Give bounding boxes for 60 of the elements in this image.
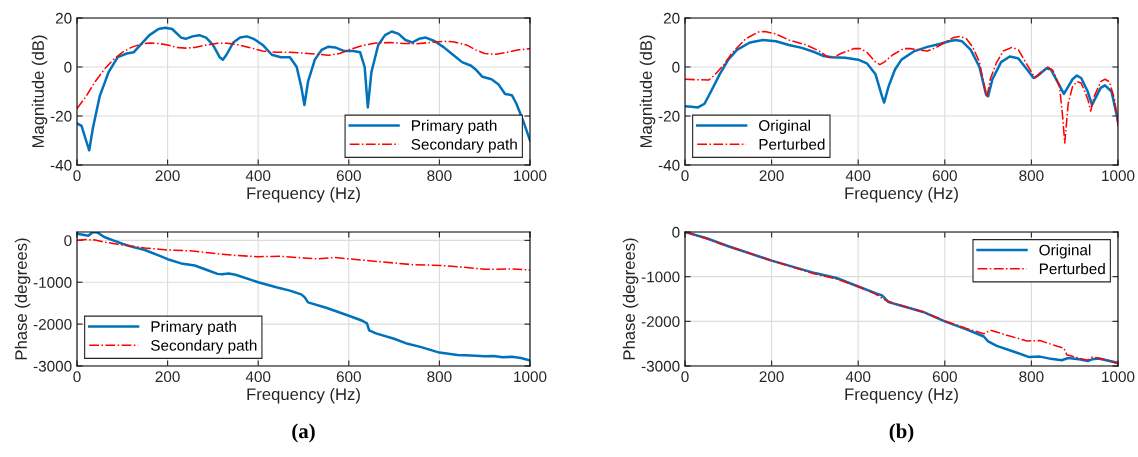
- y-tick-label: -40: [50, 159, 72, 171]
- x-tick-label: 600: [932, 170, 957, 182]
- y-axis-title: Phase (degrees): [622, 238, 639, 360]
- legend-label: Primary path: [151, 320, 236, 335]
- legend-label: Original: [759, 119, 810, 134]
- y-tick-label: 0: [64, 235, 72, 247]
- legend-label: Perturbed: [759, 138, 825, 150]
- y-tick-label: -3000: [641, 360, 680, 372]
- y-tick-label: -1000: [33, 277, 72, 288]
- y-axis-title: Magnitude (dB): [31, 35, 48, 148]
- x-tick-label: 200: [155, 371, 180, 383]
- y-axis-title: Magnitude (dB): [639, 35, 656, 148]
- x-tick-label: 400: [845, 170, 871, 182]
- x-tick-label: 800: [427, 371, 452, 383]
- x-tick-label: 400: [245, 371, 271, 383]
- x-tick-label: 0: [681, 371, 689, 383]
- legend-label: Primary path: [412, 119, 497, 134]
- x-tick-label: 800: [1019, 371, 1044, 383]
- line-series: [77, 40, 530, 110]
- x-tick-label: 600: [336, 371, 361, 383]
- y-tick-label: 0: [672, 226, 680, 238]
- y-tick-label: 20: [663, 12, 680, 24]
- line-series: [77, 26, 530, 152]
- y-tick-label: 0: [672, 61, 680, 73]
- legend-label: Secondary path: [151, 339, 257, 354]
- y-tick-label: -2000: [641, 316, 680, 328]
- x-tick-label: 1000: [514, 170, 547, 182]
- text: (b): [889, 423, 914, 443]
- legend-label: Perturbed: [1039, 263, 1105, 275]
- x-tick-label: 0: [681, 170, 689, 182]
- text: (a): [292, 423, 315, 443]
- y-tick-label: -20: [50, 110, 72, 122]
- x-tick-label: 200: [759, 170, 784, 182]
- y-tick-label: -40: [658, 159, 680, 171]
- x-tick-label: 1000: [514, 371, 547, 383]
- legend-label: Secondary path: [411, 138, 517, 153]
- y-tick-label: 0: [64, 61, 72, 73]
- x-tick-label: 200: [155, 170, 180, 182]
- y-axis-title: Phase (degrees): [14, 238, 31, 360]
- x-axis-title: Frequency (Hz): [845, 387, 958, 404]
- x-tick-label: 400: [845, 371, 871, 383]
- x-tick-label: 800: [1019, 170, 1044, 182]
- y-tick-label: -3000: [33, 360, 72, 372]
- y-tick-label: -1000: [641, 271, 680, 283]
- x-tick-label: 600: [336, 170, 361, 182]
- x-tick-label: 600: [932, 371, 957, 383]
- x-tick-label: 800: [427, 170, 452, 182]
- y-tick-label: 20: [55, 12, 72, 24]
- y-tick-label: -2000: [33, 318, 72, 330]
- x-tick-label: 400: [245, 170, 271, 182]
- x-axis-title: Frequency (Hz): [845, 186, 958, 203]
- x-axis-title: Frequency (Hz): [247, 387, 360, 404]
- x-tick-label: 1000: [1102, 170, 1135, 182]
- x-tick-label: 1000: [1102, 371, 1135, 383]
- x-axis-title: Frequency (Hz): [247, 186, 360, 203]
- x-tick-label: 0: [73, 170, 81, 182]
- x-tick-label: 0: [73, 371, 81, 383]
- legend-label: Original: [1039, 244, 1091, 259]
- x-tick-label: 200: [759, 371, 784, 383]
- y-tick-label: -20: [658, 110, 680, 122]
